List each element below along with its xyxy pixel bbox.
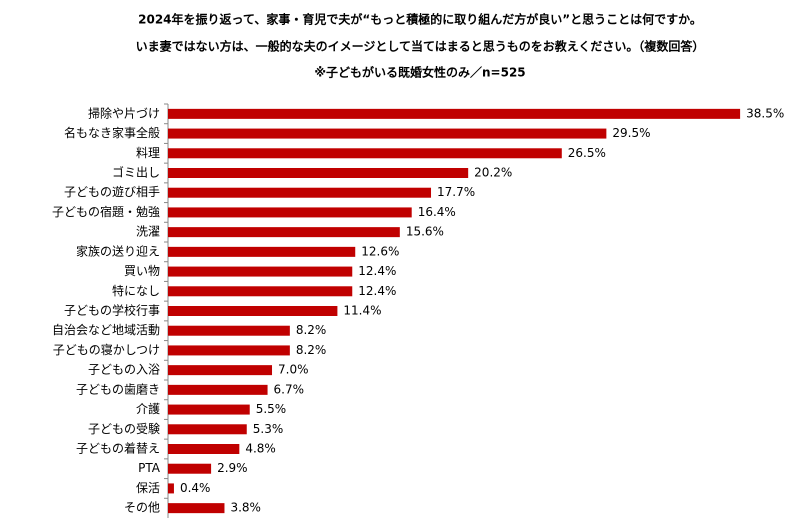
value-label: 2.9% xyxy=(217,461,248,475)
value-label: 11.4% xyxy=(343,304,381,318)
bar xyxy=(168,207,412,218)
value-label: 38.5% xyxy=(746,106,784,120)
category-label: 保活 xyxy=(136,481,160,495)
value-label: 5.5% xyxy=(256,402,286,416)
category-label: その他 xyxy=(124,501,160,515)
category-label: 掃除や片づけ xyxy=(88,105,160,120)
value-label: 17.7% xyxy=(437,185,475,199)
bar xyxy=(168,424,247,435)
value-label: 5.3% xyxy=(253,422,284,436)
bar xyxy=(168,168,469,178)
category-label: 介護 xyxy=(136,401,160,416)
value-label: 15.6% xyxy=(406,225,444,239)
bar xyxy=(168,345,290,356)
bar xyxy=(168,108,741,119)
value-label: 12.4% xyxy=(358,284,396,298)
bar xyxy=(168,384,268,395)
chart-note: ※子どもがいる既婚女性のみ／n=525 xyxy=(314,65,525,80)
bar xyxy=(168,463,212,474)
chart-title: 2024年を振り返って、家事・育児で夫が“もっと積極的に取り組んだ方が良い”と思… xyxy=(138,12,702,27)
bar xyxy=(168,286,353,297)
value-label: 20.2% xyxy=(474,166,512,180)
category-label: 子どもの入浴 xyxy=(88,363,160,377)
category-label: 子どもの遊び相手 xyxy=(64,184,160,199)
bar xyxy=(168,365,273,376)
bar xyxy=(168,306,338,316)
bar xyxy=(168,227,400,238)
category-label: ゴミ出し xyxy=(112,165,160,180)
value-label: 6.7% xyxy=(274,382,305,396)
value-label: 29.5% xyxy=(612,126,650,140)
value-label: 12.6% xyxy=(361,244,399,258)
category-label: 家族の送り迎え xyxy=(76,243,160,258)
bar xyxy=(168,246,356,257)
bar xyxy=(168,325,290,336)
category-label: 名もなき家事全般 xyxy=(64,125,160,140)
value-label: 8.2% xyxy=(296,323,327,337)
bar xyxy=(168,148,562,159)
bar xyxy=(168,187,432,198)
value-label: 16.4% xyxy=(418,205,456,219)
category-label: 子どもの着替え xyxy=(76,441,160,456)
bar xyxy=(168,444,240,454)
bar xyxy=(168,128,607,139)
value-label: 26.5% xyxy=(568,146,606,160)
category-label: 自治会など地域活動 xyxy=(52,323,160,337)
value-label: 7.0% xyxy=(278,363,309,377)
value-label: 8.2% xyxy=(296,343,327,357)
bar xyxy=(168,266,353,277)
category-label: 買い物 xyxy=(124,264,160,278)
category-label: 子どもの受験 xyxy=(88,421,160,436)
bar xyxy=(168,404,250,415)
category-label: 子どもの歯磨き xyxy=(76,382,160,396)
value-label: 3.8% xyxy=(230,501,261,515)
category-label: 子どもの寝かしつけ xyxy=(53,342,160,357)
category-label: PTA xyxy=(138,461,161,475)
category-label: 洗濯 xyxy=(136,225,160,239)
category-label: 子どもの学校行事 xyxy=(64,303,160,318)
category-label: 子どもの宿題・勉強 xyxy=(52,204,160,219)
bar xyxy=(168,483,174,494)
bar xyxy=(168,503,225,514)
value-label: 0.4% xyxy=(180,481,211,495)
category-label: 料理 xyxy=(136,146,160,160)
value-label: 12.4% xyxy=(358,264,396,278)
chart-subtitle: いま妻ではない方は、一般的な夫のイメージとして当てはまると思うものをお教えくださ… xyxy=(136,39,705,54)
value-label: 4.8% xyxy=(245,442,276,456)
category-label: 特になし xyxy=(112,283,160,298)
